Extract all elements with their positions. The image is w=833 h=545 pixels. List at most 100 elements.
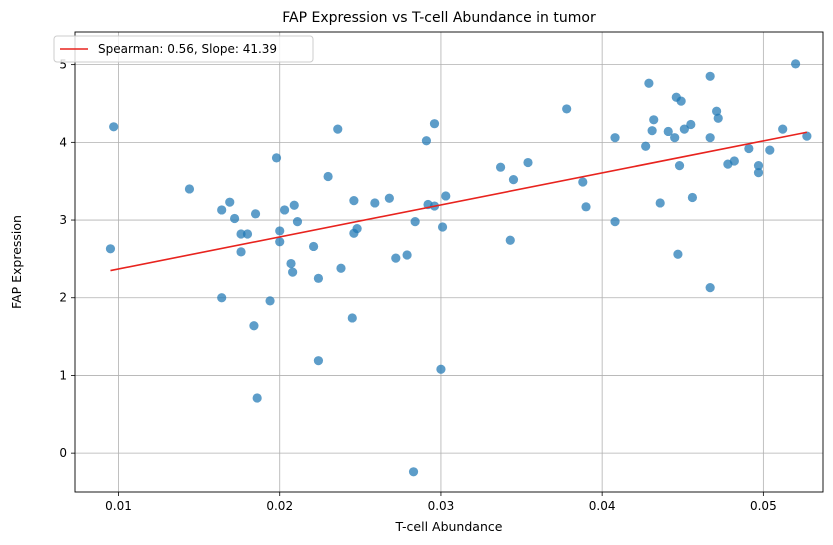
data-point [705,133,715,143]
data-point [349,196,359,206]
data-point [370,198,380,208]
data-point [333,124,343,134]
data-point [352,223,362,234]
legend: Spearman: 0.56, Slope: 41.39 [53,35,314,63]
data-point [292,216,303,227]
data-point [644,78,654,88]
data-point [279,205,290,215]
data-point [410,216,420,227]
data-point [778,124,788,134]
data-point [252,393,262,403]
data-point [323,171,333,182]
y-tick-label: 3 [59,213,67,227]
y-axis: 0 1 2 3 4 5 [59,58,75,460]
fit-line [110,131,808,272]
fit-line-group [110,131,808,272]
y-tick-label: 2 [59,291,67,305]
data-point [712,106,722,116]
y-tick-label: 5 [59,58,67,72]
data-point [184,184,195,194]
data-point [265,296,275,306]
data-point [105,244,116,254]
data-point [729,156,739,166]
data-point [436,364,446,374]
data-point [275,226,285,236]
y-tick-label: 0 [59,446,67,460]
data-point [495,162,506,172]
data-point [802,131,812,141]
data-point [673,249,683,259]
data-point [753,161,764,171]
legend-box [53,35,314,63]
data-point [523,157,533,168]
data-point [249,321,259,331]
legend-label: Spearman: 0.56, Slope: 41.39 [98,42,277,56]
x-tick-label: 0.05 [750,499,777,513]
data-point [687,192,698,203]
data-point [610,216,620,227]
data-point [271,153,282,163]
data-point [655,198,665,208]
data-point [686,119,696,130]
data-point [286,258,296,269]
data-point [236,247,246,257]
data-point [713,113,723,123]
x-tick-label: 0.02 [266,499,293,513]
data-point [429,119,440,129]
data-point [578,177,588,187]
data-point [236,229,246,239]
x-tick-label: 0.01 [105,499,132,513]
data-point [308,241,319,252]
data-point [229,213,240,224]
x-axis: 0.01 0.02 0.03 0.04 0.05 [105,492,777,513]
y-axis-label: FAP Expression [9,215,24,309]
data-point [437,222,448,232]
data-point [242,229,253,239]
data-point [391,253,401,263]
x-axis-label: T-cell Abundance [395,519,503,534]
data-point [217,205,227,215]
data-point [705,283,715,293]
data-point [753,168,764,178]
y-tick-label: 4 [59,135,67,149]
data-point [225,197,235,207]
plot-area [75,32,823,492]
data-point [384,193,394,203]
data-point [663,126,673,137]
data-point [562,104,572,114]
data-point [347,313,357,323]
data-point [670,133,680,143]
plot-frame [74,31,824,493]
data-point [610,133,620,143]
data-point [705,71,715,81]
data-point [289,200,299,210]
data-point [790,59,801,69]
data-point [250,209,261,219]
data-point [649,115,659,125]
data-point [217,293,227,303]
data-point [441,191,451,201]
data-point [676,96,686,106]
data-point [313,356,324,366]
data-point [641,141,651,151]
chart-title: FAP Expression vs T-cell Abundance in tu… [282,10,596,26]
data-point [288,267,298,277]
grid [75,32,823,492]
data-point [679,124,689,134]
data-point [421,136,432,146]
data-point [408,467,419,477]
data-point [336,263,346,273]
data-point [744,143,754,154]
data-point [674,161,685,171]
data-point [765,145,775,155]
data-point [581,202,591,212]
data-point [275,237,285,247]
data-point [313,273,324,283]
x-tick-label: 0.03 [428,499,455,513]
data-point [109,122,119,132]
data-point [508,175,519,185]
data-point [647,126,657,136]
x-tick-label: 0.04 [589,499,616,513]
data-point [505,235,515,245]
